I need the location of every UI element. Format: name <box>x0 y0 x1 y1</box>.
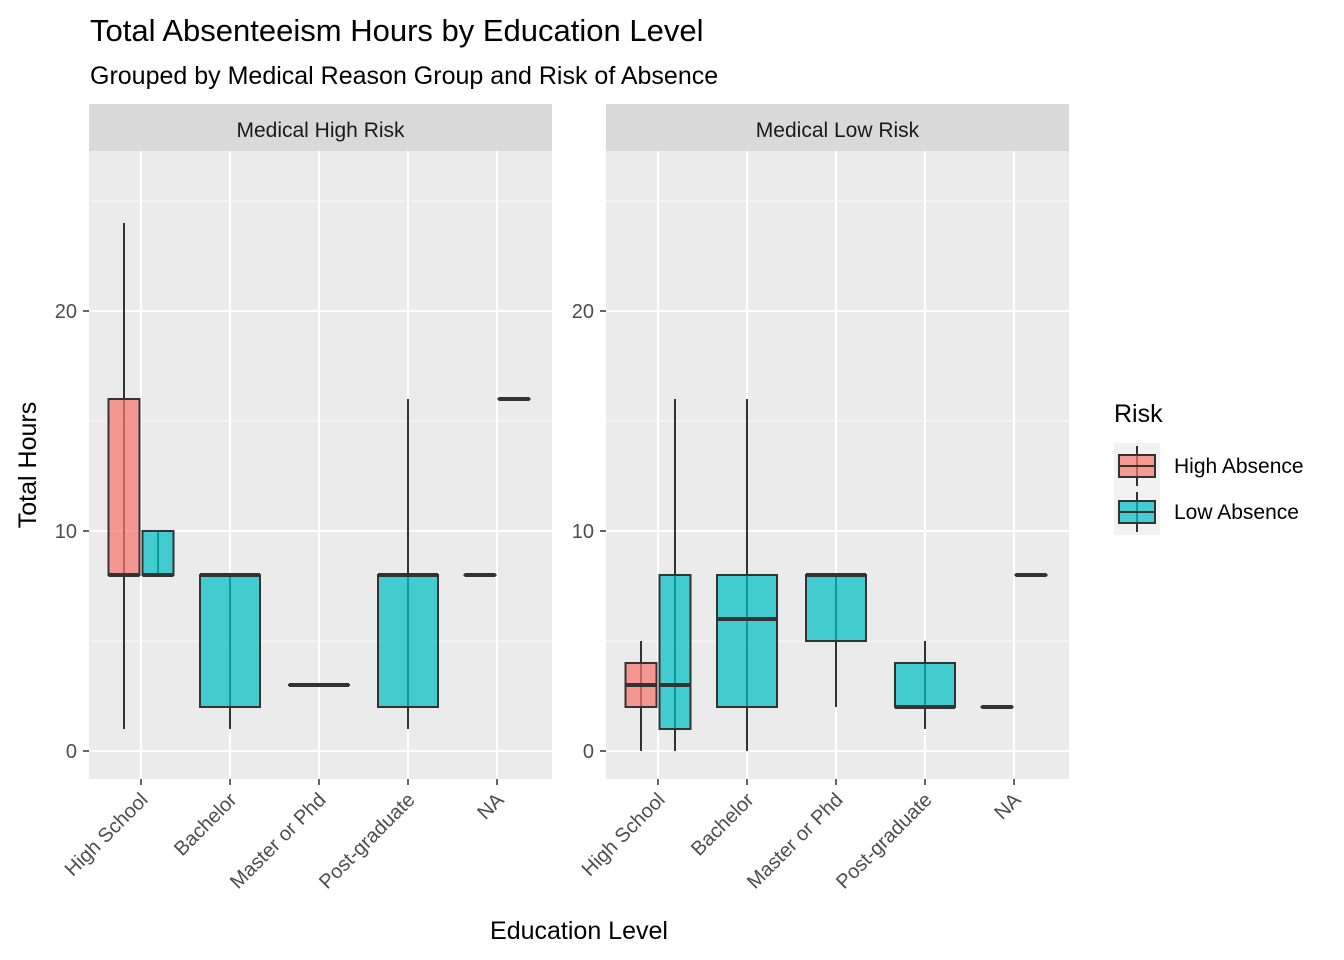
x-tick-label: NA <box>990 789 1026 825</box>
box-group <box>377 399 439 729</box>
legend-label: Low Absence <box>1174 501 1299 524</box>
x-tick-label: High School <box>61 789 153 881</box>
x-axis-title: Education Level <box>490 917 668 945</box>
chart-subtitle: Grouped by Medical Reason Group and Risk… <box>90 62 718 90</box>
x-tick-label: NA <box>473 789 509 825</box>
box-group <box>894 641 956 729</box>
y-tick-label: 20 <box>572 301 594 323</box>
box-iqr <box>805 574 867 642</box>
x-tick-label: Bachelor <box>170 789 242 861</box>
y-tick-label: 0 <box>583 741 594 763</box>
panel-background <box>89 151 552 779</box>
box-group <box>199 573 261 729</box>
legend-key <box>1114 489 1160 535</box>
legend-key <box>1114 443 1160 489</box>
legend: Risk High Absence Low Absence <box>1114 400 1304 535</box>
box-iqr <box>658 574 692 730</box>
box-iqr <box>377 574 439 708</box>
facet-strip <box>89 104 552 151</box>
facet-panel: Medical Low Risk 0 10 20 High School Bachelor… <box>572 104 1069 893</box>
box-group <box>107 223 141 729</box>
box-iqr <box>141 530 175 576</box>
y-tick-label: 0 <box>66 741 77 763</box>
x-tick-label: Post-graduate <box>315 789 419 893</box>
legend-title: Risk <box>1114 400 1163 428</box>
y-axis-title: Total Hours <box>14 402 42 528</box>
legend-label: High Absence <box>1174 455 1304 478</box>
facet-panel: Medical High Risk 0 10 20 High School Bachelo… <box>55 104 552 893</box>
y-tick-label: 10 <box>572 521 594 543</box>
box-group <box>624 641 658 751</box>
box-group <box>658 399 692 751</box>
y-tick-label: 10 <box>55 521 77 543</box>
facet-strip <box>606 104 1069 151</box>
chart-title: Total Absenteeism Hours by Education Lev… <box>90 13 703 48</box>
facet-strip-label: Medical Low Risk <box>756 119 920 142</box>
box-group <box>805 573 867 707</box>
box-iqr <box>716 574 778 708</box>
box-iqr <box>199 574 261 708</box>
box-iqr <box>107 398 141 576</box>
facet-strip-label: Medical High Risk <box>236 119 405 142</box>
x-tick-label: Bachelor <box>687 789 759 861</box>
box-iqr <box>894 662 956 708</box>
x-tick-label: Post-graduate <box>832 789 936 893</box>
x-tick-label: High School <box>578 789 670 881</box>
y-tick-label: 20 <box>55 301 77 323</box>
box-group <box>141 530 175 577</box>
box-group <box>716 399 778 751</box>
